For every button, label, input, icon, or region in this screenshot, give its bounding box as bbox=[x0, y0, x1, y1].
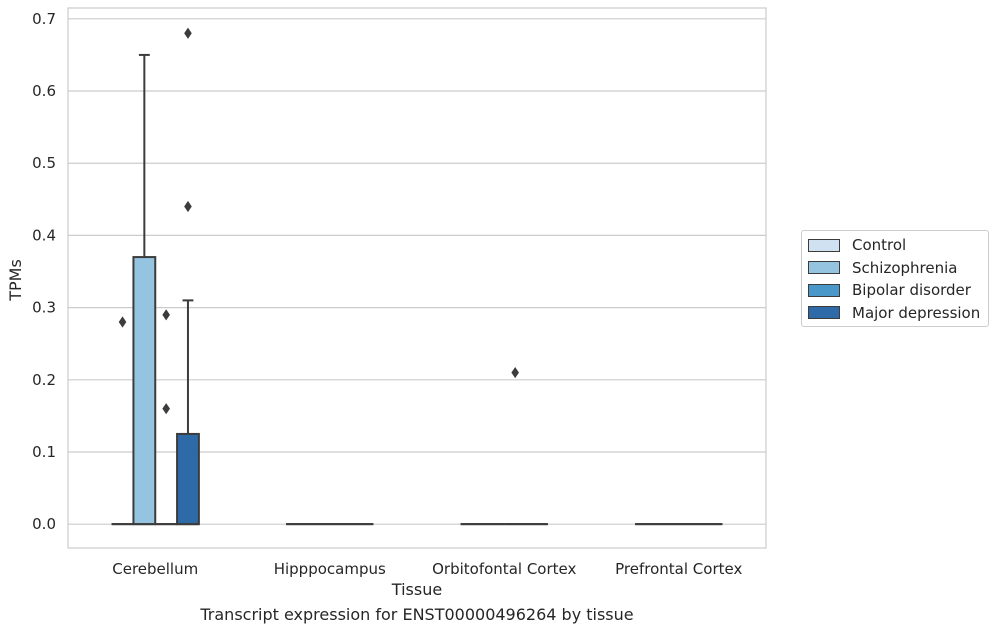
x-tick-label: Hipppocampus bbox=[274, 560, 386, 578]
plot-area-frame bbox=[67, 7, 767, 549]
box bbox=[132, 256, 157, 526]
outlier-point bbox=[184, 27, 192, 39]
outlier-point bbox=[162, 403, 170, 415]
y-tick-label: 0.6 bbox=[32, 82, 56, 100]
legend-swatch bbox=[808, 261, 840, 275]
legend-item: Control bbox=[802, 234, 988, 257]
legend: Control Schizophrenia Bipolar disorder Majo… bbox=[801, 230, 989, 327]
y-tick-label: 0.1 bbox=[32, 443, 56, 461]
box-group bbox=[132, 53, 157, 526]
legend-label: Schizophrenia bbox=[852, 258, 958, 277]
box-plot-chart: 0.0 0.1 0.2 0.3 0.4 0.5 0.6 0.7 Cerebellum Hippp… bbox=[6, 7, 767, 599]
y-tick-label: 0.4 bbox=[32, 226, 56, 244]
box bbox=[176, 432, 200, 526]
box-marks bbox=[111, 27, 723, 526]
legend-swatch bbox=[808, 283, 840, 297]
box-group bbox=[155, 309, 178, 526]
x-axis-label: Tissue bbox=[391, 580, 442, 599]
y-tick-label: 0.7 bbox=[32, 10, 56, 28]
legend-label: Major depression bbox=[852, 303, 981, 322]
legend-swatch bbox=[808, 306, 840, 320]
y-tick-label: 0.5 bbox=[32, 154, 56, 172]
outlier-point bbox=[162, 309, 170, 321]
box-group bbox=[111, 316, 134, 526]
y-axis-label: TPMs bbox=[6, 259, 25, 302]
gridlines bbox=[68, 18, 766, 525]
outlier-point bbox=[184, 200, 192, 213]
outlier-point bbox=[118, 316, 127, 328]
legend-swatch bbox=[808, 238, 840, 252]
y-tick-label: 0.0 bbox=[32, 515, 56, 533]
legend-label: Control bbox=[852, 236, 907, 255]
legend-label: Bipolar disorder bbox=[852, 281, 971, 300]
outlier-point bbox=[511, 366, 519, 379]
x-tick-label: Cerebellum bbox=[112, 560, 198, 578]
x-axis-ticks: Cerebellum Hipppocampus Orbitofontal Corte… bbox=[112, 560, 742, 578]
box-group bbox=[176, 27, 200, 526]
x-tick-label: Prefrontal Cortex bbox=[615, 560, 742, 578]
y-axis-ticks: 0.0 0.1 0.2 0.3 0.4 0.5 0.6 0.7 bbox=[32, 10, 56, 533]
x-tick-label: Orbitofontal Cortex bbox=[432, 560, 576, 578]
chart-caption: Transcript expression for ENST0000049626… bbox=[200, 605, 634, 624]
y-tick-label: 0.3 bbox=[32, 299, 56, 317]
y-tick-label: 0.2 bbox=[32, 371, 56, 389]
legend-item: Major depression bbox=[802, 302, 988, 325]
legend-item: Bipolar disorder bbox=[802, 279, 988, 302]
legend-item: Schizophrenia bbox=[802, 257, 988, 280]
box-group bbox=[504, 366, 527, 526]
